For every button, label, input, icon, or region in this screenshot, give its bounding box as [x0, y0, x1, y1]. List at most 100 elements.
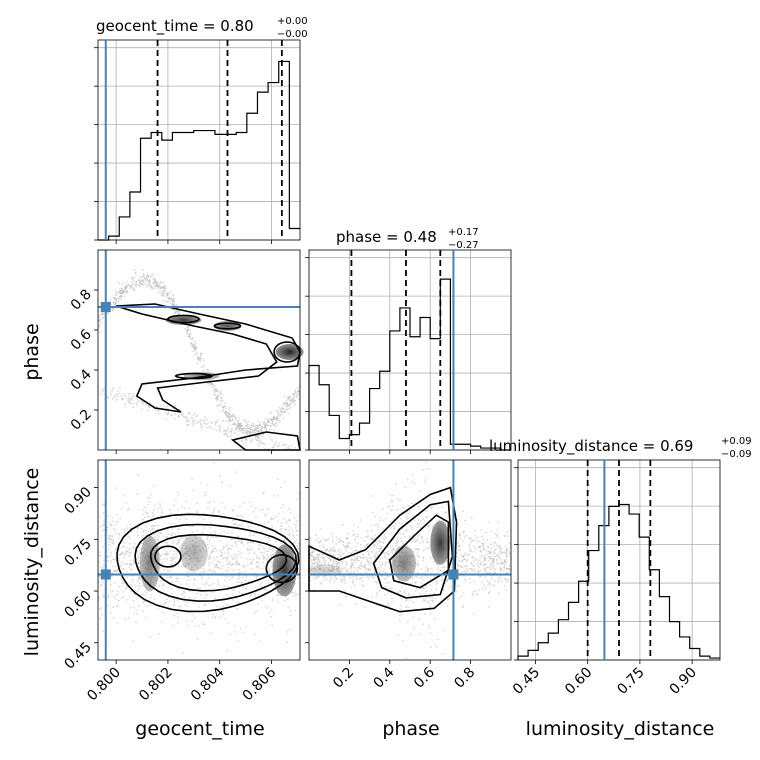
- scatter-point: [210, 536, 212, 538]
- scatter-point: [271, 527, 273, 530]
- scatter-point: [124, 395, 127, 398]
- scatter-point: [251, 437, 254, 440]
- scatter-point: [207, 507, 209, 509]
- scatter-point: [429, 605, 431, 608]
- scatter-point: [152, 282, 155, 285]
- scatter-point: [132, 286, 134, 289]
- scatter-point: [212, 513, 215, 515]
- scatter-point: [100, 607, 103, 610]
- scatter-point: [223, 552, 226, 554]
- scatter-point: [404, 592, 407, 595]
- scatter-point: [278, 444, 280, 447]
- scatter-point: [236, 560, 238, 563]
- scatter-point: [98, 321, 101, 324]
- scatter-point: [222, 410, 225, 412]
- scatter-point: [342, 578, 345, 581]
- scatter-point: [463, 565, 466, 568]
- scatter-point: [474, 535, 477, 537]
- scatter-point: [211, 383, 214, 386]
- scatter-point: [358, 559, 361, 562]
- scatter-point: [258, 557, 261, 560]
- scatter-point: [426, 576, 429, 578]
- scatter-point: [292, 393, 295, 396]
- scatter-point: [383, 568, 386, 570]
- scatter-point: [102, 630, 105, 633]
- scatter-point: [276, 594, 279, 597]
- scatter-point: [100, 534, 103, 537]
- scatter-point: [463, 530, 465, 533]
- scatter-point: [122, 591, 125, 593]
- scatter-point: [408, 536, 411, 539]
- scatter-point: [222, 605, 225, 608]
- scatter-point: [163, 285, 165, 287]
- scatter-point: [176, 599, 179, 601]
- scatter-point: [136, 530, 139, 532]
- scatter-point: [213, 500, 216, 503]
- scatter-point: [417, 563, 420, 566]
- scatter-point: [257, 425, 260, 428]
- scatter-point: [330, 547, 332, 550]
- contour-mid: [372, 500, 454, 599]
- scatter-point: [263, 447, 266, 450]
- scatter-point: [253, 431, 256, 434]
- scatter-point: [186, 620, 189, 622]
- scatter-point: [120, 298, 122, 301]
- scatter-point: [208, 584, 211, 586]
- contour-inner: [149, 533, 288, 592]
- scatter-point: [346, 554, 349, 557]
- scatter-point: [228, 408, 231, 411]
- scatter-point: [267, 536, 270, 539]
- scatter-point: [293, 541, 296, 544]
- scatter-point: [174, 561, 177, 564]
- scatter-point: [203, 419, 206, 422]
- scatter-point: [224, 402, 227, 405]
- scatter-point: [174, 418, 176, 420]
- scatter-point: [489, 582, 491, 585]
- scatter-point: [276, 410, 278, 413]
- scatter-point: [231, 545, 234, 547]
- scatter-point: [277, 415, 279, 417]
- scatter-point: [331, 535, 334, 537]
- scatter-point: [479, 569, 482, 572]
- scatter-point: [261, 581, 263, 584]
- scatter-point: [171, 532, 174, 534]
- scatter-point: [201, 420, 204, 422]
- scatter-point: [327, 538, 330, 541]
- scatter-point: [199, 355, 202, 358]
- scatter-point: [466, 569, 469, 572]
- scatter-point: [122, 290, 125, 292]
- scatter-point: [160, 554, 162, 556]
- scatter-point: [219, 555, 222, 558]
- scatter-point: [102, 512, 105, 514]
- scatter-point: [255, 610, 258, 612]
- scatter-point: [247, 526, 250, 528]
- scatter-point: [259, 509, 262, 512]
- scatter-point: [238, 591, 241, 594]
- panel-layer: 0.45 0.60 0.75 0.900.20.40.60.80.800 0.802 0.…: [61, 39, 721, 704]
- scatter-point: [418, 523, 421, 525]
- scatter-point: [242, 631, 245, 634]
- scatter-point: [169, 512, 172, 515]
- scatter-point: [98, 581, 100, 584]
- scatter-point: [186, 423, 188, 426]
- scatter-point: [216, 388, 219, 391]
- scatter-point: [210, 562, 213, 564]
- scatter-point: [205, 423, 208, 426]
- scatter-point: [107, 594, 110, 596]
- scatter-point: [353, 571, 355, 574]
- scatter-point: [409, 511, 411, 513]
- scatter-point: [160, 558, 163, 560]
- scatter-point: [263, 595, 266, 598]
- scatter-point: [200, 426, 202, 428]
- scatter-point: [162, 547, 165, 550]
- scatter-point: [225, 570, 228, 573]
- scatter-point: [476, 565, 479, 567]
- scatter-point: [171, 592, 174, 595]
- scatter-point: [309, 579, 312, 582]
- title-phase-plus: +0.17: [448, 227, 479, 238]
- scatter-point: [212, 582, 215, 585]
- scatter-point: [462, 555, 465, 558]
- scatter-point: [209, 384, 211, 387]
- scatter-point: [229, 563, 231, 565]
- scatter-point: [414, 590, 417, 593]
